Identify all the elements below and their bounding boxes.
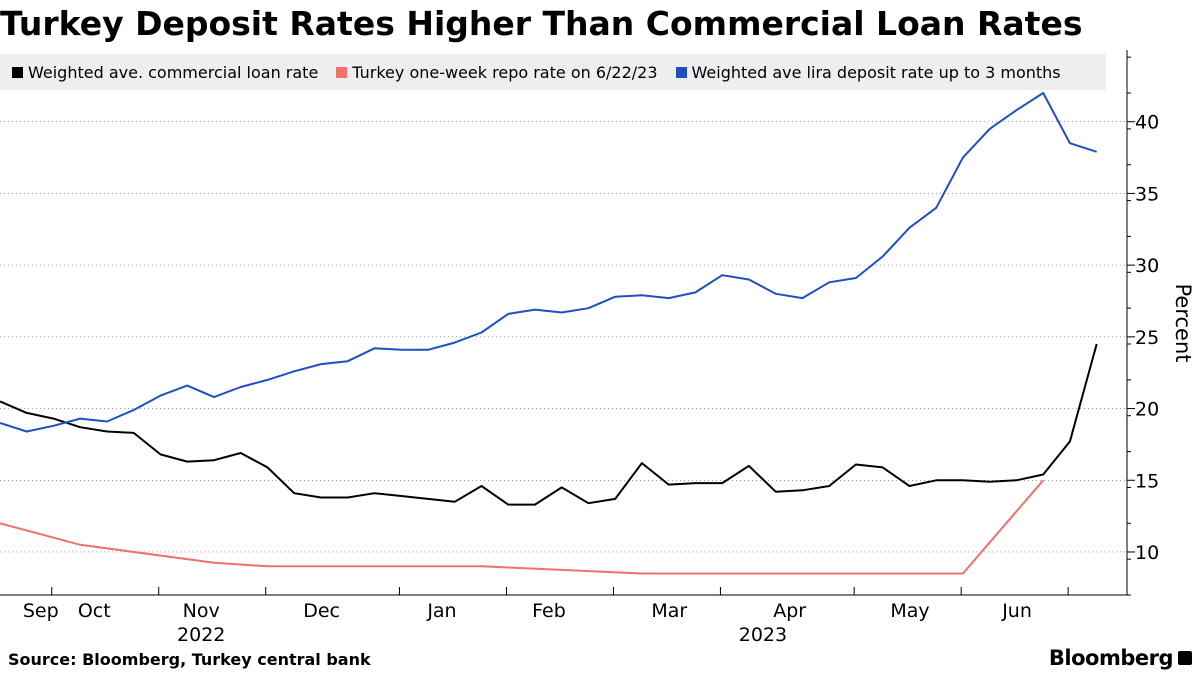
x-tick-label: Mar [651,600,687,622]
x-tick-label: Jun [1001,600,1032,622]
legend-item-deposit: Weighted ave lira deposit rate up to 3 m… [675,62,1061,82]
x-tick-label: Dec [303,600,340,622]
series-lines [0,92,1098,575]
x-tick-label: May [890,600,929,622]
axes [0,50,1135,596]
legend-item-repo: Turkey one-week repo rate on 6/22/23 [336,62,658,82]
y-tick-label: 35 [1135,183,1159,205]
series-line-deposit [0,92,1098,433]
x-year-label: 2022 [177,624,225,646]
x-year-label: 2023 [739,624,787,646]
tick-labels: 10 15 20 25 30 35 40 Percent Sep Oct Nov Dec Jan Feb M… [23,112,1195,646]
series-line-loan [0,343,1098,506]
legend-swatch-loan [12,66,23,78]
legend-swatch-repo [336,66,348,78]
legend-label-loan: Weighted ave. commercial loan rate [28,62,319,82]
legend-label-deposit: Weighted ave lira deposit rate up to 3 m… [691,62,1061,82]
brand-name: Bloomberg [1048,646,1174,670]
legend-swatch-deposit [675,66,687,78]
y-tick-label: 25 [1135,327,1159,349]
series-line-repo [0,479,1044,575]
chart-title: Turkey Deposit Rates Higher Than Commerc… [0,4,1083,43]
y-tick-label: 15 [1135,470,1159,492]
legend-item-loan: Weighted ave. commercial loan rate [12,63,318,82]
x-tick-label: Jan [426,600,456,622]
brand-logo: Bloomberg [1049,646,1192,670]
x-tick-label: Apr [773,600,806,622]
legend-label-repo: Turkey one-week repo rate on 6/22/23 [352,62,658,82]
legend: Weighted ave. commercial loan rate Turke… [0,54,1106,90]
x-tick-label: Sep [23,600,59,622]
terminal-icon [1178,651,1192,665]
y-tick-label: 20 [1135,399,1159,421]
x-tick-label: Oct [78,600,111,622]
x-tick-label: Nov [183,600,220,622]
y-tick-label: 30 [1135,255,1159,277]
source-note: Source: Bloomberg, Turkey central bank [8,650,371,669]
y-tick-label: 10 [1135,542,1159,564]
y-axis-label: Percent [1171,283,1195,362]
y-tick-label: 40 [1135,112,1159,134]
x-tick-label: Feb [532,600,566,622]
